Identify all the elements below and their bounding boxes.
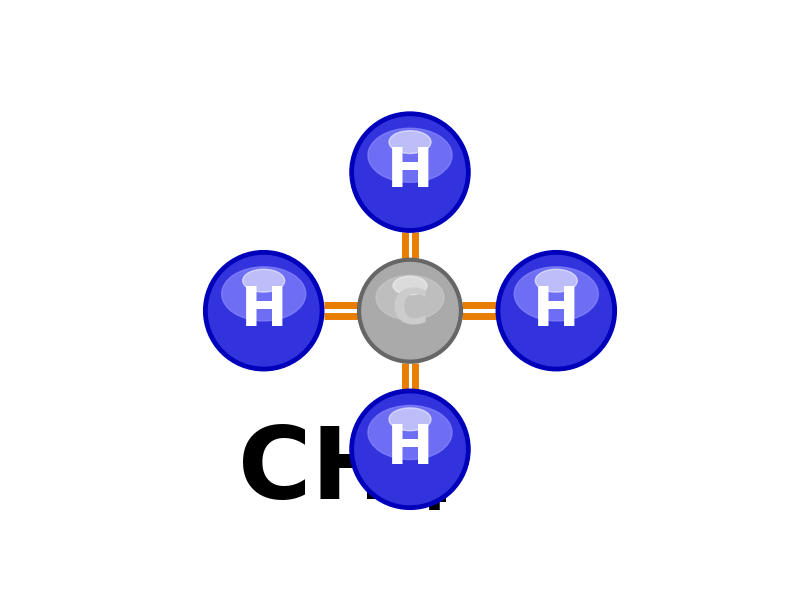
Text: H: H: [386, 422, 434, 476]
Circle shape: [354, 394, 466, 505]
Circle shape: [362, 263, 458, 359]
Circle shape: [204, 251, 324, 371]
Text: H: H: [386, 145, 434, 199]
Ellipse shape: [389, 131, 431, 154]
Ellipse shape: [389, 408, 431, 431]
Ellipse shape: [222, 267, 306, 321]
Text: CH: CH: [238, 424, 394, 520]
Ellipse shape: [514, 267, 598, 321]
Circle shape: [209, 256, 319, 366]
Ellipse shape: [535, 269, 578, 292]
Circle shape: [354, 117, 466, 227]
Text: C: C: [392, 287, 428, 335]
Text: H: H: [533, 284, 579, 338]
Text: 4: 4: [406, 464, 448, 523]
Circle shape: [350, 112, 470, 232]
Text: H: H: [241, 284, 287, 338]
Circle shape: [496, 251, 616, 371]
Ellipse shape: [368, 406, 452, 460]
Circle shape: [501, 256, 611, 366]
Ellipse shape: [376, 275, 444, 320]
Ellipse shape: [242, 269, 285, 292]
Ellipse shape: [393, 277, 427, 295]
Circle shape: [350, 389, 470, 509]
Ellipse shape: [368, 128, 452, 182]
Circle shape: [358, 259, 462, 363]
